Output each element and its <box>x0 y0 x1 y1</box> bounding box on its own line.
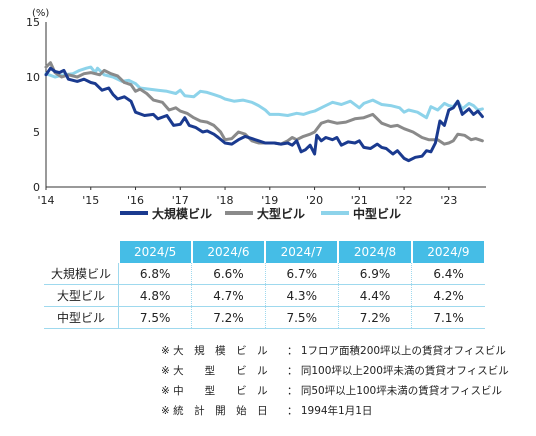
x-tick-label: '17 <box>172 194 189 207</box>
footnote-text: ： 1フロア面積200坪以上の賃貸オフィスビル <box>287 345 506 357</box>
series-line <box>44 66 484 163</box>
table-cell: 6.8% <box>118 263 193 285</box>
footnote: ※ 大 型 ビ ル ： 同100坪以上200坪未満の賃貸オフィスビル <box>161 361 509 381</box>
column-header: 2024/5 <box>118 241 193 263</box>
x-tick-label: '18 <box>217 194 234 207</box>
footnote-label: ※ 統 計 開 始 日 <box>161 405 268 417</box>
legend-label: 大規模ビル <box>152 206 212 221</box>
y-tick-label: 10 <box>26 71 40 84</box>
legend-label: 中型ビル <box>353 206 401 221</box>
y-axis-ticks: 0 5 10 15 <box>26 16 40 194</box>
chart-legend: 大規模ビル 大型ビル 中型ビル <box>120 206 401 221</box>
footnote: ※ 大 規 模 ビ ル ： 1フロア面積200坪以上の賃貸オフィスビル <box>161 341 509 361</box>
table-cell: 7.5% <box>265 306 339 329</box>
table-cell: 4.8% <box>118 284 193 307</box>
table-header-row: 2024/5 2024/6 2024/7 2024/8 2024/9 <box>44 241 487 263</box>
x-tick-label: '21 <box>351 194 368 207</box>
row-label: 中型ビル <box>44 306 119 329</box>
table-row: 大規模ビル 6.8% 6.6% 6.7% 6.9% 6.4% <box>44 263 485 285</box>
table-cell: 6.7% <box>265 263 339 285</box>
legend-label: 大型ビル <box>257 206 305 221</box>
series-line <box>44 65 484 120</box>
y-tick-label: 0 <box>33 181 40 194</box>
table-cell: 4.7% <box>191 284 266 307</box>
x-tick-label: '20 <box>306 194 323 207</box>
series-lines <box>44 61 484 163</box>
column-header: 2024/9 <box>411 241 487 263</box>
column-header: 2024/7 <box>265 241 340 263</box>
footnotes: ※ 大 規 模 ビ ル ： 1フロア面積200坪以上の賃貸オフィスビル ※ 大 … <box>161 341 509 421</box>
table-row: 大型ビル 4.8% 4.7% 4.3% 4.4% 4.2% <box>44 284 485 307</box>
table-cell: 7.2% <box>191 306 266 329</box>
x-tick-label: '22 <box>396 194 413 207</box>
x-tick-label: '16 <box>127 194 144 207</box>
column-header: 2024/6 <box>191 241 267 263</box>
footnote: ※ 中 型 ビ ル ： 同50坪以上100坪未満の賃貸オフィスビル <box>161 381 509 401</box>
series-line <box>44 61 484 146</box>
footnote-label: ※ 大 型 ビ ル <box>161 365 268 377</box>
table-cell: 4.4% <box>338 284 413 307</box>
footnote-label: ※ 大 規 模 ビ ル <box>161 345 268 357</box>
y-tick-label: 5 <box>33 126 40 139</box>
x-axis-ticks: '14 '15 '16 '17 '18 '19 '20 '21 '22 '23 <box>37 187 457 207</box>
row-label: 大規模ビル <box>44 263 119 285</box>
table-cell: 6.9% <box>338 263 413 285</box>
table-cell: 6.6% <box>191 263 266 285</box>
table-cell: 4.3% <box>265 284 339 307</box>
row-label: 大型ビル <box>44 284 119 307</box>
footnote: ※ 統 計 開 始 日 ： 1994年1月1日 <box>161 401 509 421</box>
table-cell: 6.4% <box>411 263 485 285</box>
table-cell: 4.2% <box>411 284 485 307</box>
footnote-label: ※ 中 型 ビ ル <box>161 385 268 397</box>
line-chart: (%) 0 5 10 15 '14 '15 '16 '17 '18 '19 '20 '21 '22 '2… <box>26 8 486 221</box>
footnote-text: ： 同100坪以上200坪未満の賃貸オフィスビル <box>287 365 509 377</box>
y-tick-label: 15 <box>26 16 40 29</box>
table-row: 中型ビル 7.5% 7.2% 7.5% 7.2% 7.1% <box>44 306 485 329</box>
x-tick-label: '15 <box>82 194 99 207</box>
column-header: 2024/8 <box>338 241 413 263</box>
footnote-text: ： 同50坪以上100坪未満の賃貸オフィスビル <box>287 385 503 397</box>
table-cell: 7.5% <box>118 306 193 329</box>
x-tick-label: '19 <box>261 194 278 207</box>
table-cell: 7.1% <box>411 306 485 329</box>
x-tick-label: '14 <box>37 194 54 207</box>
table-cell: 7.2% <box>338 306 413 329</box>
table-corner <box>44 241 120 263</box>
x-tick-label: '23 <box>440 194 457 207</box>
vacancy-table: 2024/5 2024/6 2024/7 2024/8 2024/9 大規模ビル… <box>44 241 487 329</box>
footnote-text: ： 1994年1月1日 <box>287 405 373 417</box>
y-axis-unit: (%) <box>32 8 49 19</box>
